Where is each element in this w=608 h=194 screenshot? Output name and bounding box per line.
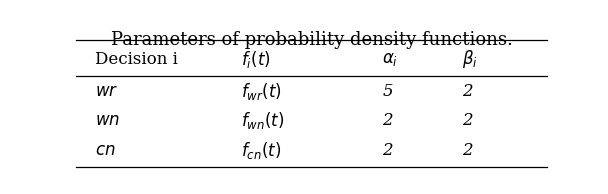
- Text: $\beta_i$: $\beta_i$: [462, 48, 478, 70]
- Text: 2: 2: [382, 142, 393, 159]
- Text: 5: 5: [382, 83, 393, 100]
- Text: Decision i: Decision i: [95, 51, 178, 68]
- Text: $f_{cn}(t)$: $f_{cn}(t)$: [241, 140, 281, 161]
- Text: $wr$: $wr$: [95, 83, 118, 100]
- Text: $wn$: $wn$: [95, 112, 120, 129]
- Text: $f_i(t)$: $f_i(t)$: [241, 49, 271, 70]
- Text: $f_{wr}(t)$: $f_{wr}(t)$: [241, 81, 282, 102]
- Text: 2: 2: [462, 83, 473, 100]
- Text: 2: 2: [462, 112, 473, 129]
- Text: $\alpha_i$: $\alpha_i$: [382, 51, 398, 68]
- Text: 2: 2: [462, 142, 473, 159]
- Text: $cn$: $cn$: [95, 142, 116, 159]
- Text: Parameters of probability density functions.: Parameters of probability density functi…: [111, 31, 513, 49]
- Text: $f_{wn}(t)$: $f_{wn}(t)$: [241, 110, 285, 131]
- Text: 2: 2: [382, 112, 393, 129]
